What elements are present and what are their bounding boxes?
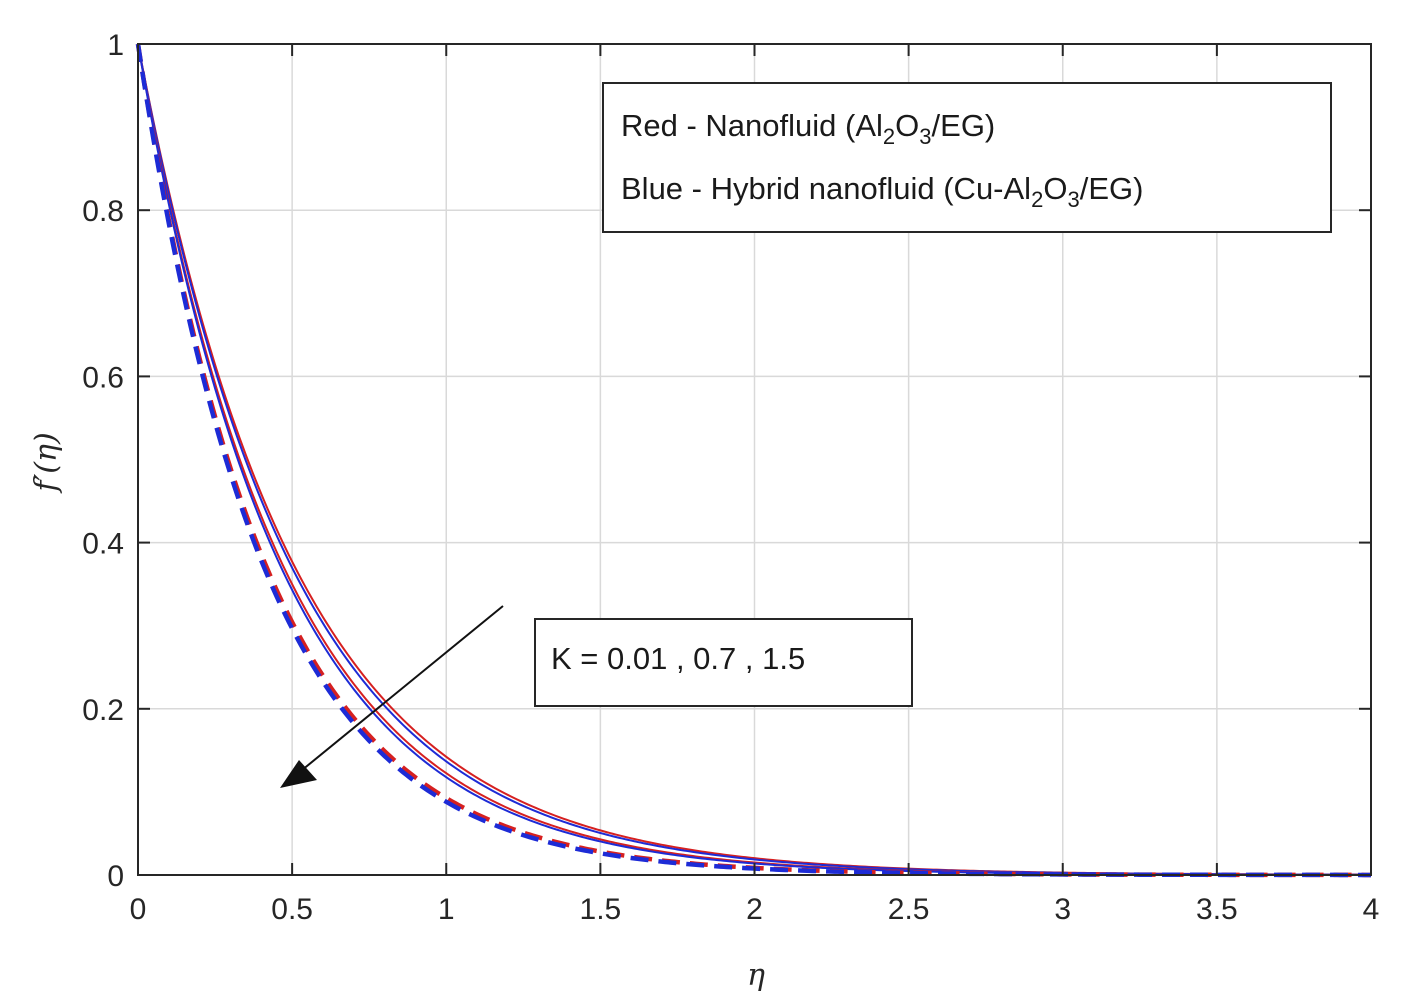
legend-entry-hybrid: Blue - Hybrid nanofluid (Cu-Al2O3/EG) xyxy=(621,171,1143,212)
legend-line1-mid: O xyxy=(895,108,919,143)
legend-entry-nanofluid: Red - Nanofluid (Al2O3/EG) xyxy=(621,108,995,149)
x-tick-label: 2.5 xyxy=(888,893,930,926)
legend-line1-sub1: 2 xyxy=(883,124,895,149)
ticks: 0 0.5 1 1.5 2 2.5 3 3.5 4 0 0.2 0.4 0.6 0.8 1 xyxy=(82,29,1379,926)
x-tick-label: 0 xyxy=(130,893,147,926)
legend: Red - Nanofluid (Al2O3/EG) Blue - Hybrid… xyxy=(602,82,1332,233)
y-tick-label: 0.2 xyxy=(82,694,124,727)
y-axis-label: f′(η) xyxy=(29,432,64,493)
annotation-box xyxy=(534,618,913,707)
y-tick-label: 0.4 xyxy=(82,528,124,561)
legend-line2-mid: O xyxy=(1043,171,1067,206)
annotation: K = 0.01 , 0.7 , 1.5 xyxy=(280,605,913,788)
y-tick-label: 1 xyxy=(107,29,124,62)
x-tick-label: 1 xyxy=(438,893,455,926)
y-tick-label: 0.8 xyxy=(82,195,124,228)
annotation-arrowhead xyxy=(280,760,317,788)
legend-line2-sub2: 3 xyxy=(1067,187,1079,212)
legend-line2-tail: /EG) xyxy=(1080,171,1144,206)
legend-line2-text: Blue - Hybrid nanofluid (Cu-Al xyxy=(621,171,1031,206)
x-tick-label: 4 xyxy=(1363,893,1380,926)
legend-line1-tail: /EG) xyxy=(932,108,996,143)
x-axis-label: η xyxy=(747,958,765,993)
annotation-text: K = 0.01 , 0.7 , 1.5 xyxy=(551,641,805,676)
legend-line2-sub1: 2 xyxy=(1031,187,1043,212)
x-tick-label: 1.5 xyxy=(580,893,622,926)
legend-box xyxy=(602,82,1332,233)
legend-line1-text: Red - Nanofluid (Al xyxy=(621,108,883,143)
x-tick-label: 2 xyxy=(746,893,763,926)
x-tick-label: 3 xyxy=(1054,893,1071,926)
x-tick-label: 0.5 xyxy=(271,893,313,926)
x-tick-label: 3.5 xyxy=(1196,893,1238,926)
legend-line1-sub2: 3 xyxy=(919,124,931,149)
annotation-arrow-line xyxy=(295,605,504,776)
y-tick-label: 0 xyxy=(107,860,124,893)
y-tick-label: 0.6 xyxy=(82,361,124,394)
